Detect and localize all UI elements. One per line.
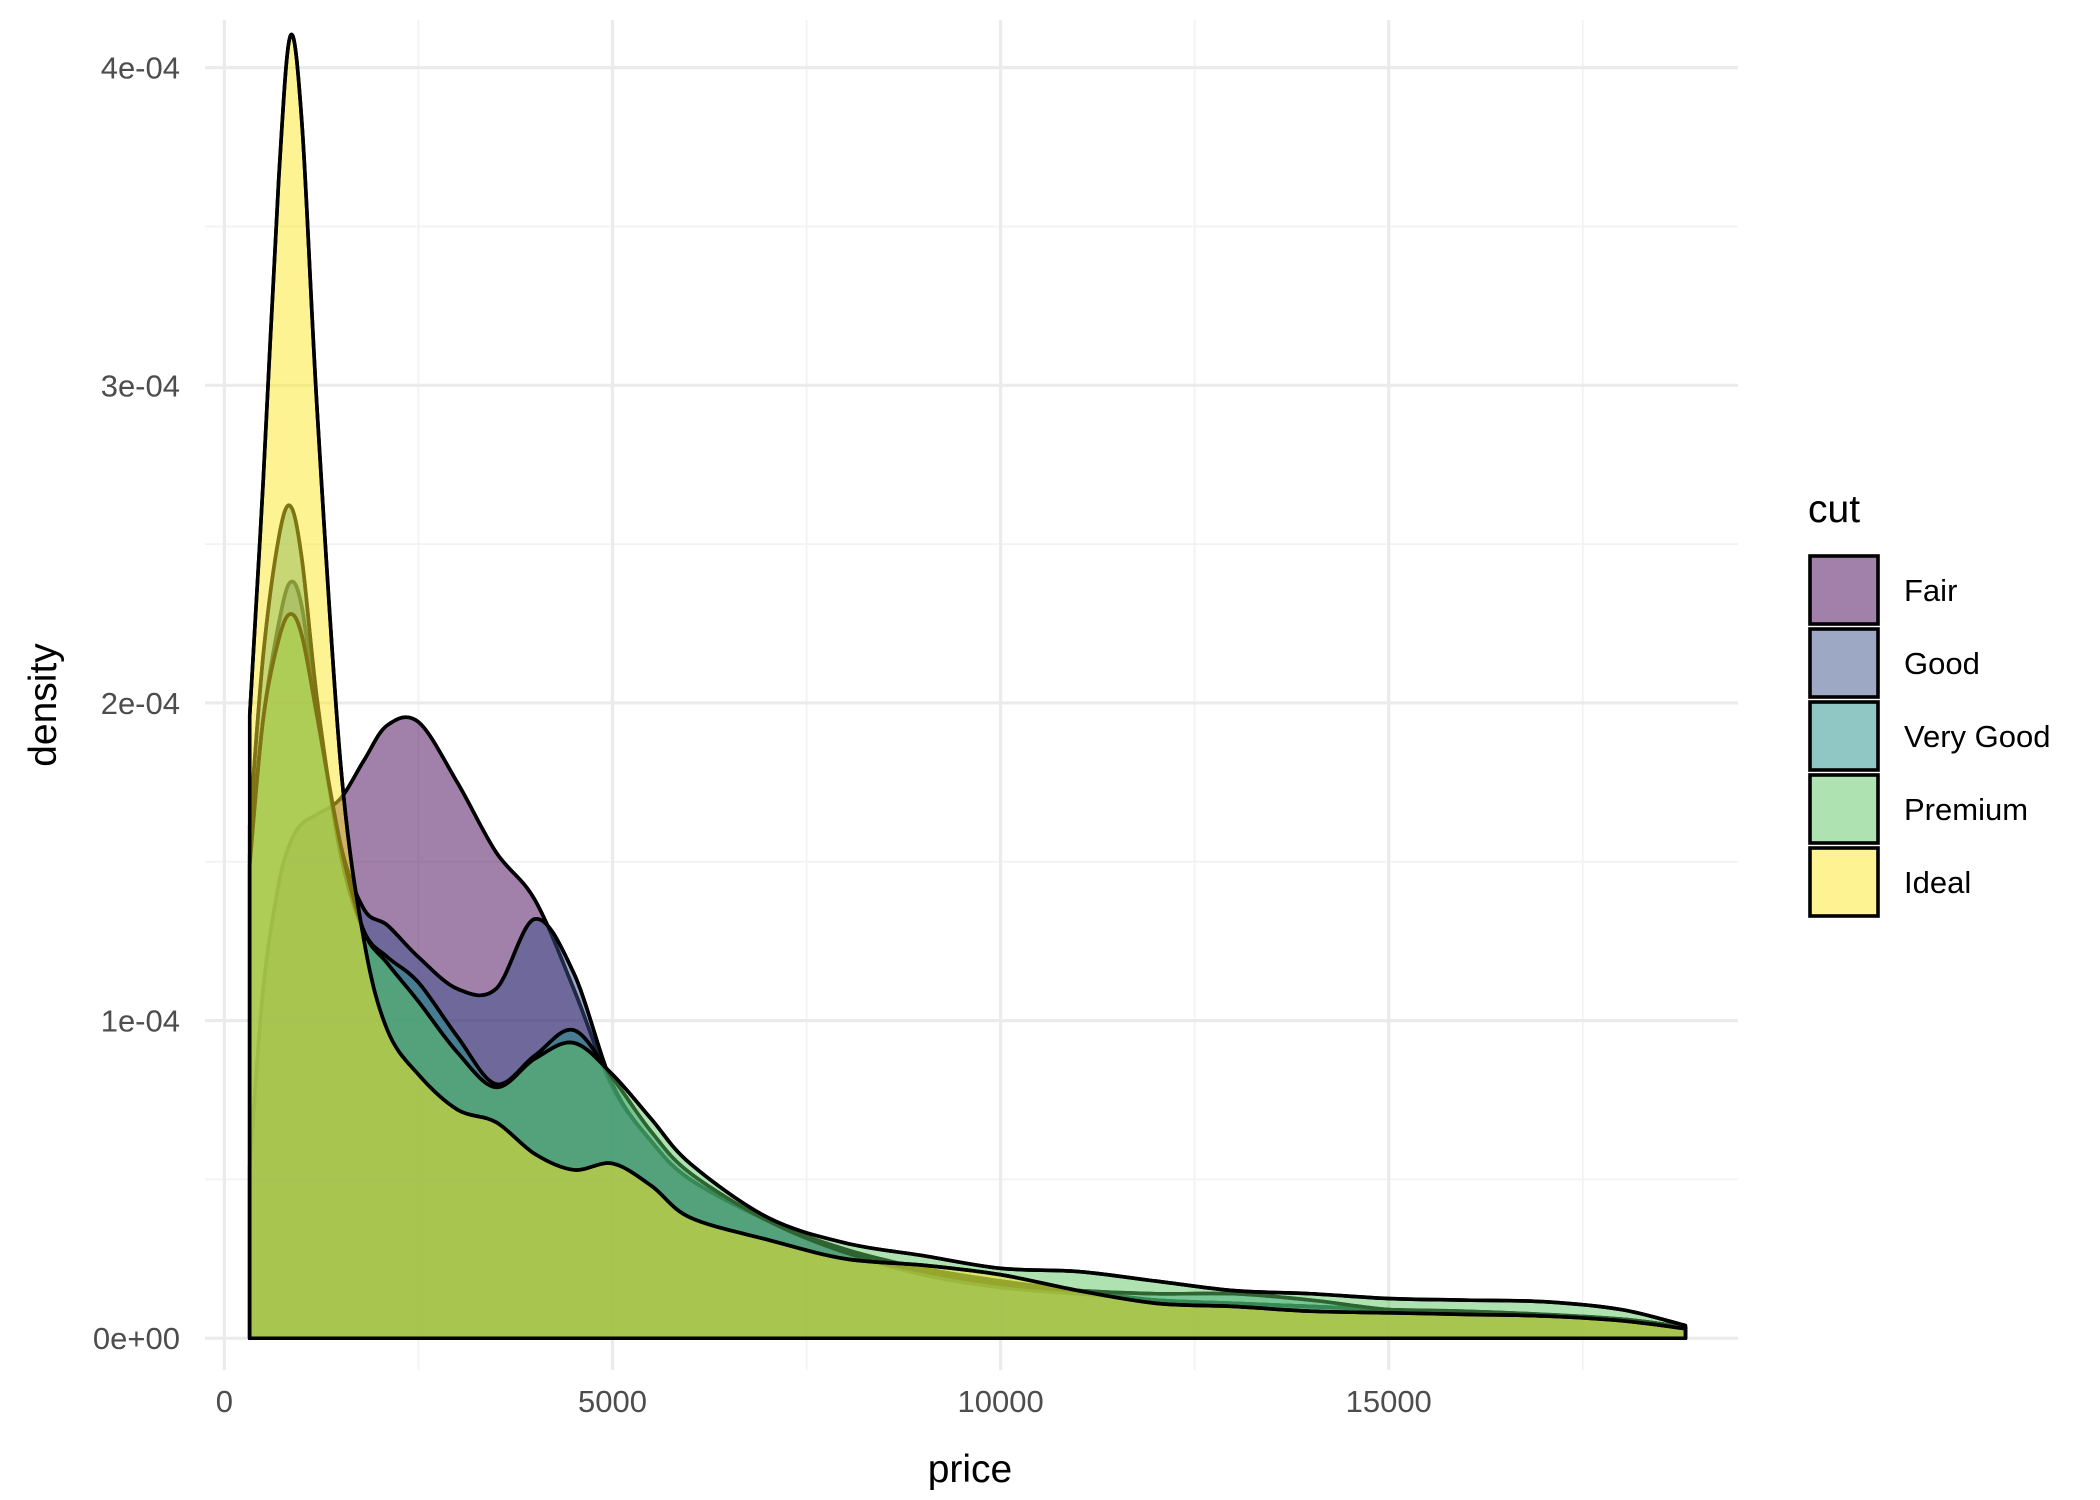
legend: cut Fair Good Very Good Premium Ideal — [1808, 488, 2050, 918]
density-areas — [247, 32, 1688, 1341]
legend-key-fair — [1808, 554, 1880, 626]
legend-key-good — [1808, 627, 1880, 699]
density-curve-ideal — [247, 32, 1686, 1331]
legend-label-fair: Fair — [1904, 573, 1957, 608]
x-tick-label: 10000 — [957, 1384, 1043, 1419]
y-tick-label: 3e-04 — [101, 368, 180, 403]
x-tick-label: 5000 — [578, 1384, 647, 1419]
x-tick-label: 0 — [216, 1384, 233, 1419]
density-area-ideal — [247, 32, 1688, 1341]
y-axis-title: density — [22, 643, 65, 767]
y-tick-label: 4e-04 — [101, 51, 180, 86]
legend-label-premium: Premium — [1904, 792, 2028, 827]
legend-label-ideal: Ideal — [1904, 865, 1971, 900]
legend-key-very-good — [1808, 700, 1880, 772]
x-axis-title: price — [928, 1448, 1013, 1491]
legend-title: cut — [1808, 488, 1860, 531]
legend-label-good: Good — [1904, 646, 1980, 681]
legend-label-very-good: Very Good — [1904, 719, 2050, 754]
y-tick-label: 0e+00 — [93, 1321, 180, 1356]
y-tick-label: 2e-04 — [101, 686, 180, 721]
legend-key-premium — [1808, 773, 1880, 845]
axes: 0 5000 10000 15000 0e+00 1e-04 2e-04 3e-04 4e-04 — [93, 51, 1432, 1419]
y-tick-label: 1e-04 — [101, 1004, 180, 1039]
x-tick-label: 15000 — [1346, 1384, 1432, 1419]
legend-key-ideal — [1808, 846, 1880, 918]
